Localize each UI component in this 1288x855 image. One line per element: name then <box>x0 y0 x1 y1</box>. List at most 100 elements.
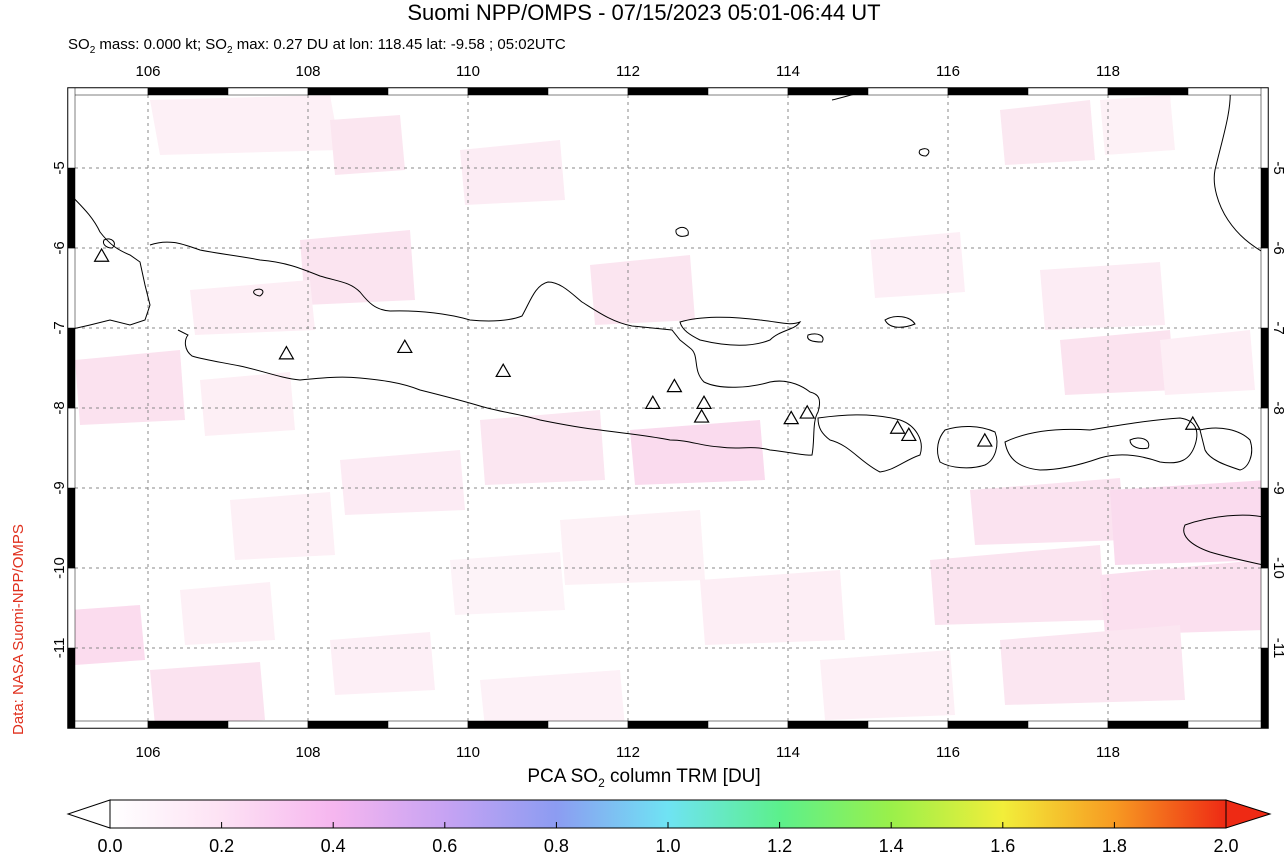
volcano-triangle-icon <box>783 410 800 425</box>
top-border-band <box>1107 87 1189 96</box>
top-border-band <box>67 87 149 96</box>
volcano-triangle-icon <box>396 338 413 354</box>
bottom-longitude-label: 112 <box>616 744 640 761</box>
right-latitude-label: -6 <box>1270 241 1287 254</box>
top-longitude-label: 108 <box>295 63 320 80</box>
right-border-band <box>1260 567 1269 649</box>
colorbar-tick-label: 0.6 <box>432 836 457 855</box>
volcano-triangle-icon <box>1184 415 1201 430</box>
left-border-band <box>67 407 76 489</box>
top-border-band <box>707 87 789 96</box>
right-border-band <box>1260 87 1269 169</box>
bottom-border-band <box>707 720 789 729</box>
right-latitude-label: -10 <box>1270 557 1287 579</box>
coastlines <box>68 88 1268 567</box>
colorbar-low-arrow <box>66 799 111 829</box>
top-border-band <box>227 87 309 96</box>
volcano-triangle-icon <box>695 394 713 410</box>
left-border-band <box>67 87 76 169</box>
bottom-border-band <box>147 720 229 729</box>
left-border-band <box>67 647 76 729</box>
right-border-band <box>1260 247 1269 329</box>
map-title: Suomi NPP/OMPS - 07/15/2023 05:01-06:44 … <box>407 0 881 25</box>
bottom-border-band <box>307 720 389 729</box>
right-latitude-label: -11 <box>1270 638 1287 659</box>
top-border-band <box>147 87 229 96</box>
bottom-border-band <box>787 720 869 729</box>
bottom-border-band <box>867 720 949 729</box>
colorbar-tick-label: 2.0 <box>1213 836 1238 855</box>
left-border-band <box>67 247 76 329</box>
top-border-band <box>627 87 709 96</box>
bottom-longitude-label: 116 <box>936 744 960 761</box>
colorbar-tick-label: 1.0 <box>655 836 680 855</box>
bottom-border-band <box>627 720 709 729</box>
bottom-longitude-label: 118 <box>1096 744 1120 761</box>
volcano-markers <box>93 247 1201 447</box>
volcano-triangle-icon <box>93 247 110 262</box>
volcano-triangle-icon <box>889 419 906 434</box>
right-border-band <box>1260 487 1269 569</box>
left-border-band <box>67 487 76 569</box>
left-latitude-label: -5 <box>51 161 68 174</box>
bottom-longitude-label: 108 <box>295 744 320 761</box>
volcano-triangle-icon <box>644 394 661 410</box>
top-border-band <box>867 87 949 96</box>
top-longitude-label: 106 <box>135 63 160 80</box>
bottom-border-band <box>467 720 549 729</box>
colorbar-tick-label: 0.8 <box>544 836 569 855</box>
bottom-border-band <box>227 720 309 729</box>
colorbar-tick-label: 0.4 <box>321 836 346 855</box>
top-longitude-label: 112 <box>616 63 640 80</box>
colorbar-tick-label: 1.8 <box>1102 836 1127 855</box>
volcano-triangle-icon <box>666 378 683 393</box>
top-border-band <box>387 87 469 96</box>
graticule <box>68 88 1268 728</box>
colorbar-tick-label: 1.6 <box>990 836 1015 855</box>
top-longitude-label: 114 <box>776 63 800 80</box>
right-latitude-label: -8 <box>1270 401 1287 414</box>
bottom-border-band <box>387 720 469 729</box>
top-longitude-label: 110 <box>456 63 480 80</box>
top-border-band <box>307 87 389 96</box>
right-latitude-label: -7 <box>1270 321 1287 334</box>
colorbar-tick-label: 0.0 <box>97 836 122 855</box>
volcano-triangle-icon <box>799 404 816 419</box>
volcano-triangle-icon <box>495 362 512 378</box>
top-border-band <box>1027 87 1109 96</box>
top-border-band <box>947 87 1029 96</box>
bottom-longitude-label: 110 <box>456 744 480 761</box>
map-border-bands <box>67 87 1269 729</box>
volcano-triangle-icon <box>693 408 710 423</box>
colorbar-high-arrow <box>1225 799 1272 829</box>
colorbar-tick-label: 1.2 <box>767 836 792 855</box>
right-latitude-label: -5 <box>1270 161 1287 174</box>
left-latitude-label: -9 <box>51 481 68 494</box>
bottom-border-band <box>547 720 629 729</box>
volcano-triangle-icon <box>900 426 917 442</box>
left-latitude-label: -8 <box>51 401 68 414</box>
right-border-band <box>1260 327 1269 409</box>
bottom-border-band <box>947 720 1029 729</box>
colorbar-tick-label: 1.4 <box>879 836 904 855</box>
axis-tick-labels: 106 106 108 108 110 110 112 112 114 114 116 116 118 1… <box>51 63 1287 761</box>
top-border-band <box>547 87 629 96</box>
left-border-band <box>67 567 76 649</box>
bottom-longitude-label: 106 <box>135 744 160 761</box>
right-border-band <box>1260 407 1269 489</box>
colorbar: 0.0 0.2 0.4 0.6 0.8 1.0 1.2 1.4 1.6 1.8 2.0 <box>66 799 1272 855</box>
volcano-triangle-icon <box>278 345 295 360</box>
bottom-longitude-label: 114 <box>776 744 800 761</box>
colorbar-tick-label: 0.2 <box>209 836 234 855</box>
left-latitude-label: -10 <box>51 557 68 579</box>
left-latitude-label: -6 <box>51 241 68 254</box>
so2-summary: SO2 mass: 0.000 kt; SO2 max: 0.27 DU at … <box>68 36 566 56</box>
volcano-triangle-icon <box>976 432 993 447</box>
left-latitude-label: -11 <box>51 638 68 659</box>
bottom-border-band <box>1107 720 1189 729</box>
top-longitude-label: 118 <box>1096 63 1120 80</box>
right-border-band <box>1260 647 1269 729</box>
left-border-band <box>67 167 76 249</box>
top-border-band <box>1187 87 1269 96</box>
